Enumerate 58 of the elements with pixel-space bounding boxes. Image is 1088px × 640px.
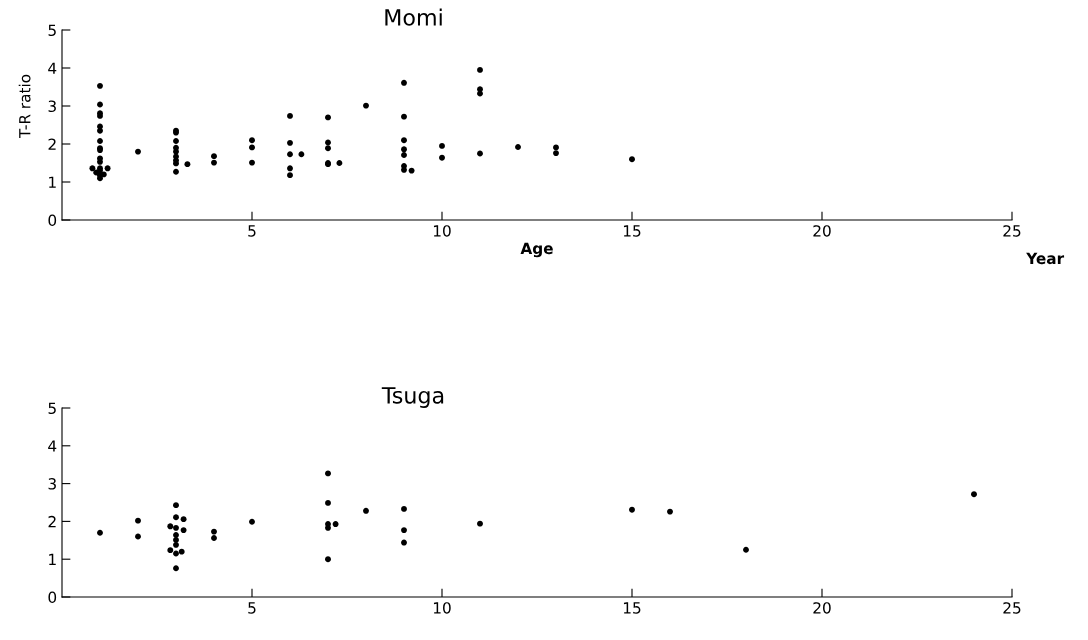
point bbox=[363, 507, 369, 514]
point bbox=[180, 516, 187, 523]
y-tick-label: 5 bbox=[48, 24, 56, 37]
point bbox=[167, 523, 174, 530]
point bbox=[173, 514, 179, 521]
point bbox=[332, 521, 339, 527]
point bbox=[401, 539, 407, 546]
text: Year bbox=[1026, 252, 1065, 265]
point bbox=[173, 565, 179, 572]
x-tick-label: 5 bbox=[248, 225, 256, 237]
y-tick-label: 5 bbox=[48, 402, 56, 415]
x-tick-label: 20 bbox=[813, 225, 831, 237]
point bbox=[325, 499, 331, 506]
y-tick-label: 4 bbox=[48, 62, 57, 74]
point bbox=[629, 506, 635, 513]
point bbox=[971, 491, 977, 498]
y-tick-label: 2 bbox=[48, 515, 56, 528]
x-axis-title: Age bbox=[520, 242, 553, 258]
x-tick-label: 25 bbox=[1003, 602, 1021, 614]
y-tick-label: 1 bbox=[49, 176, 56, 188]
chart-title: Momi bbox=[385, 8, 442, 26]
point bbox=[180, 527, 187, 534]
point bbox=[667, 508, 673, 515]
x-tick-label: 15 bbox=[623, 602, 641, 614]
point bbox=[743, 546, 749, 553]
x-tick-label: 10 bbox=[433, 602, 451, 614]
point bbox=[211, 535, 217, 541]
x-tick-label: 5 bbox=[248, 602, 256, 614]
y-tick-label: 3 bbox=[48, 478, 56, 490]
y-tick-label: 2 bbox=[48, 138, 56, 150]
x-tick-label: 10 bbox=[433, 225, 451, 237]
x-tick-label: 25 bbox=[1003, 225, 1021, 237]
point bbox=[97, 529, 103, 536]
point bbox=[325, 556, 331, 563]
y-tick-label: 0 bbox=[48, 591, 57, 604]
y-tick-label: 1 bbox=[49, 553, 56, 565]
x-tick-label: 15 bbox=[623, 225, 641, 237]
point bbox=[173, 550, 179, 557]
y-axis-title: T-R ratio bbox=[18, 74, 31, 139]
point bbox=[173, 536, 179, 543]
point bbox=[173, 524, 179, 531]
y-tick-label: 4 bbox=[48, 440, 57, 452]
point bbox=[249, 518, 255, 525]
point bbox=[167, 547, 174, 554]
point bbox=[135, 517, 141, 524]
point bbox=[173, 502, 179, 509]
point bbox=[401, 527, 407, 534]
y-tick-label: 0 bbox=[48, 214, 57, 227]
point bbox=[401, 505, 407, 512]
point bbox=[135, 533, 141, 540]
x-tick-label: 20 bbox=[813, 602, 831, 614]
point bbox=[178, 548, 185, 555]
y-tick-label: 3 bbox=[48, 100, 56, 113]
chart-title: Tsuga bbox=[381, 387, 444, 408]
point bbox=[325, 470, 331, 477]
point bbox=[211, 528, 217, 535]
point bbox=[477, 520, 483, 527]
point bbox=[173, 541, 179, 548]
